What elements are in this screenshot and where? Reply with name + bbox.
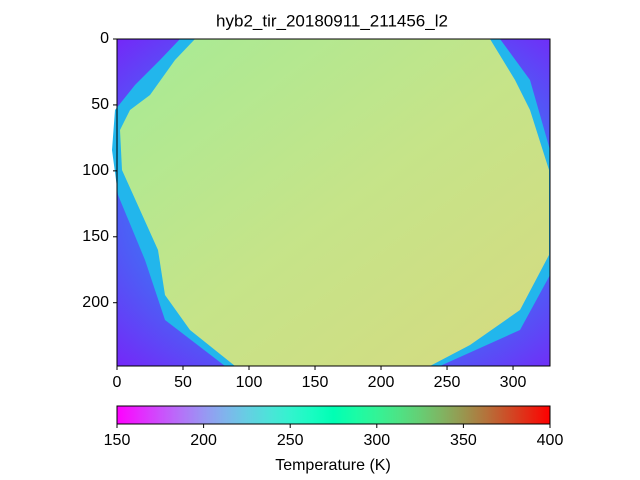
colorbar-tick-label: 300: [363, 432, 390, 449]
x-tick-label: 300: [500, 374, 527, 391]
x-tick-label: 250: [434, 374, 461, 391]
y-tick-label: 50: [91, 96, 109, 113]
y-tick-label: 0: [100, 30, 109, 47]
image: [112, 39, 550, 366]
asteroid: [120, 39, 549, 366]
colorbar-tick-label: 150: [104, 432, 131, 449]
colorbar-label: Temperature (K): [275, 457, 391, 474]
x-tick-label: 150: [302, 374, 329, 391]
chart-title: hyb2_tir_20180911_211456_l2: [216, 11, 448, 30]
x-tick-label: 100: [236, 374, 263, 391]
x-tick-label: 200: [368, 374, 395, 391]
y-tick-label: 100: [82, 162, 109, 179]
y-tick-label: 150: [82, 228, 109, 245]
colorbar-tick-label: 350: [450, 432, 477, 449]
colorbar-tick-label: 250: [277, 432, 304, 449]
y-tick-label: 200: [82, 294, 109, 311]
colorbar: [116, 405, 551, 425]
colorbar-tick-label: 200: [190, 432, 217, 449]
plot-frame: [116, 38, 551, 367]
x-tick-label: 0: [113, 374, 122, 391]
colorbar-tick-label: 400: [537, 432, 564, 449]
x-tick-label: 50: [174, 374, 192, 391]
